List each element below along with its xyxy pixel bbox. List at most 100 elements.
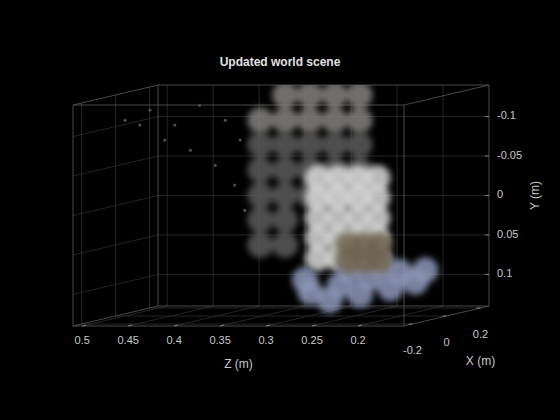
point (173, 123, 176, 126)
grid-line (73, 274, 158, 294)
point-series (247, 85, 372, 133)
tick-label: 0.05 (497, 228, 518, 240)
tick-mark (485, 234, 489, 235)
point (272, 232, 298, 258)
axis-label: Z (m) (224, 357, 253, 371)
tick-mark (477, 308, 481, 309)
tick-label: 0.35 (209, 334, 230, 346)
tick-label: 0.4 (166, 334, 181, 346)
point (189, 149, 192, 152)
tick-mark (485, 156, 489, 157)
tick-mark (485, 116, 489, 117)
point (347, 85, 373, 108)
background (0, 0, 560, 420)
tick-mark (443, 316, 447, 317)
point (322, 85, 348, 108)
tick-label: -0.2 (403, 344, 422, 356)
tick-label: 0.2 (350, 334, 365, 346)
tick-label: 0.45 (117, 334, 138, 346)
grid-line (82, 324, 413, 325)
tick-mark (266, 325, 270, 326)
tick-label: 0.2 (473, 328, 488, 340)
box-edge (404, 105, 405, 326)
grid-line (73, 196, 158, 216)
box-edge (73, 85, 158, 105)
tick-label: 0.1 (497, 267, 512, 279)
point (347, 107, 373, 133)
tick-mark (485, 274, 489, 275)
box-edge (73, 105, 74, 326)
point (272, 157, 298, 183)
tick-mark (220, 325, 224, 326)
point (317, 287, 343, 313)
point-cloud (124, 85, 439, 313)
point (322, 132, 348, 158)
point (198, 104, 201, 107)
tick-mark (174, 325, 178, 326)
tick-mark (409, 324, 413, 325)
axis-label: X (m) (466, 354, 495, 368)
point (233, 183, 236, 186)
tick-label: 0 (443, 336, 449, 348)
tick-mark (312, 325, 316, 326)
point (243, 209, 246, 212)
point (297, 85, 323, 108)
point (347, 132, 373, 158)
tick-mark (128, 325, 132, 326)
tick-label: -0.1 (497, 109, 516, 121)
axis-label: Y (m) (528, 181, 542, 210)
grid (73, 85, 489, 326)
point-series (124, 104, 247, 212)
point (272, 207, 298, 233)
point-series (335, 232, 392, 273)
box-edge (158, 85, 489, 86)
box-edge (73, 306, 158, 326)
point (297, 107, 323, 133)
point (272, 182, 298, 208)
point (238, 138, 241, 141)
grid-line (73, 156, 158, 176)
grid-line (73, 235, 158, 255)
point (297, 132, 323, 158)
point (247, 207, 273, 233)
tick-mark (82, 325, 86, 326)
tick-label: 0.5 (75, 334, 90, 346)
point (163, 138, 166, 141)
point (247, 232, 273, 258)
point (367, 247, 393, 273)
grid-line (73, 117, 158, 137)
axes-box (73, 85, 489, 326)
point (347, 282, 373, 308)
point (224, 119, 227, 122)
point (247, 107, 273, 133)
tick-label: 0 (497, 188, 503, 200)
point (124, 119, 127, 122)
point (402, 269, 428, 295)
box-edge (404, 85, 489, 105)
tick-label: 0.3 (258, 334, 273, 346)
point (377, 275, 403, 301)
chart: 0.5 0.45 0.4 0.35 0.3 0.25 0.2 -0.2 0 0.2 -0.1 -0.0… (0, 0, 560, 420)
point (292, 267, 318, 293)
point (272, 85, 298, 108)
tick-mark (485, 195, 489, 196)
point (214, 164, 217, 167)
grid-line (116, 316, 447, 317)
box-edge (158, 85, 159, 306)
box-edge (73, 326, 404, 327)
axis-text: 0.5 0.45 0.4 0.35 0.3 0.25 0.2 -0.2 0 0.2 -0.1 -0.0… (75, 55, 543, 371)
grid-line (158, 156, 489, 157)
point (138, 123, 141, 126)
point (272, 132, 298, 158)
point (247, 182, 273, 208)
point (272, 107, 298, 133)
point (148, 108, 151, 111)
tick-label: 0.25 (301, 334, 322, 346)
point (247, 132, 273, 158)
tick-label: -0.05 (497, 149, 522, 161)
point (247, 157, 273, 183)
box-edge (404, 306, 489, 326)
tick-mark (358, 325, 362, 326)
grid-line (158, 274, 489, 275)
point (322, 107, 348, 133)
